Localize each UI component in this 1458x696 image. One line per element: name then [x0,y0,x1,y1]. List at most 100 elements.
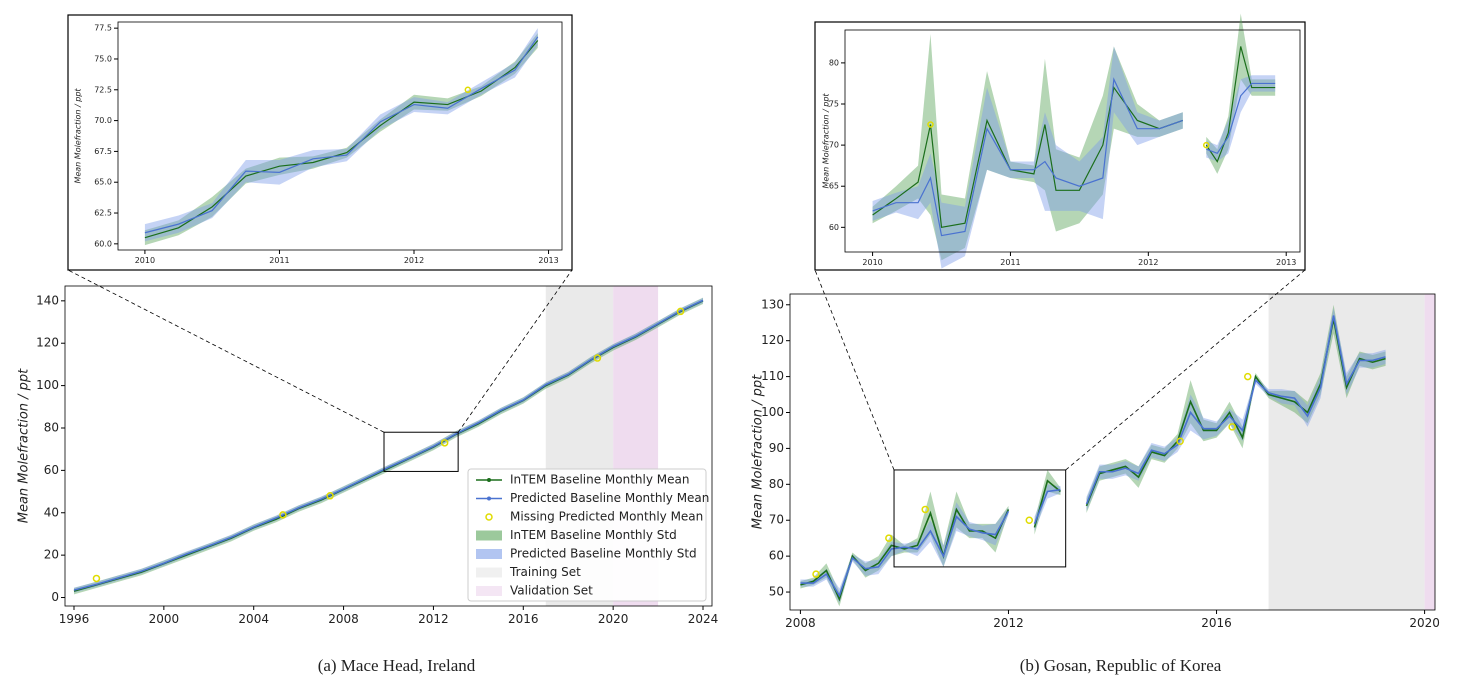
legend-key [476,549,502,559]
x-tick-label: 1996 [59,612,90,626]
missing-point [1176,437,1184,445]
missing-point [92,574,101,583]
x-tick-label: 2008 [328,612,359,626]
std-band [800,502,1009,603]
zoom-box [893,469,1067,568]
y-axis-label: Mean Molefraction / ppt [751,374,766,529]
caption: (b) Gosan, Republic of Korea [1020,656,1222,675]
std-band [144,28,538,242]
x-tick-label: 2010 [135,256,155,265]
x-tick-label: 2016 [508,612,539,626]
x-tick-label: 2011 [269,256,289,265]
y-tick-label: 77.5 [94,24,112,33]
missing-point [885,534,893,542]
zoom-connector [814,269,895,471]
y-tick-label: 70 [769,513,784,527]
y-tick-label: 120 [36,336,59,350]
missing-point [921,505,929,514]
missing-point [279,511,287,519]
x-tick-label: 2013 [1276,258,1296,267]
y-tick-label: 50 [769,585,784,599]
mean-line [872,77,1276,237]
legend-key [487,478,491,482]
zoom-connector [67,269,385,433]
missing-point [464,86,472,94]
y-tick-label: 130 [761,297,784,311]
y-axis-label: Mean Molefraction / ppt [822,93,831,189]
axes-frame [64,285,713,607]
missing-point [812,570,820,578]
legend-label: Validation Set [510,584,593,598]
missing-point [440,439,449,447]
legend-label: InTEM Baseline Monthly Mean [510,473,689,487]
axes-frame [789,293,1436,611]
y-tick-label: 20 [44,548,59,562]
legend-key [476,530,502,541]
x-tick-label: 2004 [238,612,269,626]
y-tick-label: 75 [829,100,839,109]
y-tick-label: 90 [769,441,784,455]
legend-key [476,567,502,578]
axes-frame [117,21,563,251]
std-band [872,34,1183,261]
x-tick-label: 2008 [785,616,816,630]
x-tick-label: 2016 [1201,616,1232,630]
x-tick-label: 2000 [149,612,180,626]
y-tick-label: 62.5 [94,209,112,218]
mean-line [872,46,1276,229]
y-tick-label: 70.0 [94,116,112,125]
y-tick-label: 110 [761,369,784,383]
y-tick-label: 65.0 [94,178,112,187]
zoom-connector [1065,269,1306,471]
inset-frame [814,21,1306,271]
x-tick-label: 2012 [1138,258,1158,267]
y-tick-label: 120 [761,333,784,347]
std-band [1206,75,1276,162]
y-tick-label: 80 [44,420,59,434]
mean-line [144,40,539,239]
std-band [872,46,1183,269]
y-tick-label: 70 [829,141,839,150]
missing-point [326,492,334,500]
y-tick-label: 60 [829,223,839,232]
std-band [1034,469,1061,535]
x-tick-label: 2024 [688,612,719,626]
span [1424,294,1435,610]
y-tick-label: 80 [829,58,839,67]
y-tick-label: 60.0 [94,239,112,248]
x-tick-label: 2010 [862,258,882,267]
inset-frame [67,14,573,271]
span [1268,294,1425,610]
y-axis-label: Mean Molefraction / ppt [74,88,83,184]
caption: (a) Mace Head, Ireland [318,656,476,675]
legend [467,468,707,602]
y-tick-label: 75.0 [94,54,112,63]
y-tick-label: 100 [761,405,784,419]
x-tick-label: 2020 [1409,616,1440,630]
mean-line [144,36,539,234]
y-tick-label: 67.5 [94,147,112,156]
missing-point [1243,372,1252,381]
y-axis-label: Mean Molefraction / ppt [17,368,32,523]
axes-frame [844,29,1301,253]
std-band [800,491,1009,607]
x-tick-label: 2012 [993,616,1024,630]
legend-label: InTEM Baseline Monthly Std [510,528,677,542]
x-tick-label: 2012 [418,612,449,626]
missing-point [927,121,934,128]
y-tick-label: 72.5 [94,85,112,94]
x-tick-label: 2012 [404,256,424,265]
std-band [1034,484,1061,531]
y-tick-label: 80 [769,477,784,491]
y-tick-label: 140 [36,293,59,307]
std-band [1086,304,1386,514]
missing-point [1025,516,1034,524]
y-tick-label: 65 [829,182,839,191]
legend-label: Predicted Baseline Monthly Std [510,547,697,561]
zoom-box [383,431,459,472]
std-band [1206,13,1276,174]
y-tick-label: 60 [769,549,784,563]
legend-label: Training Set [509,565,581,579]
y-tick-label: 40 [44,505,59,519]
